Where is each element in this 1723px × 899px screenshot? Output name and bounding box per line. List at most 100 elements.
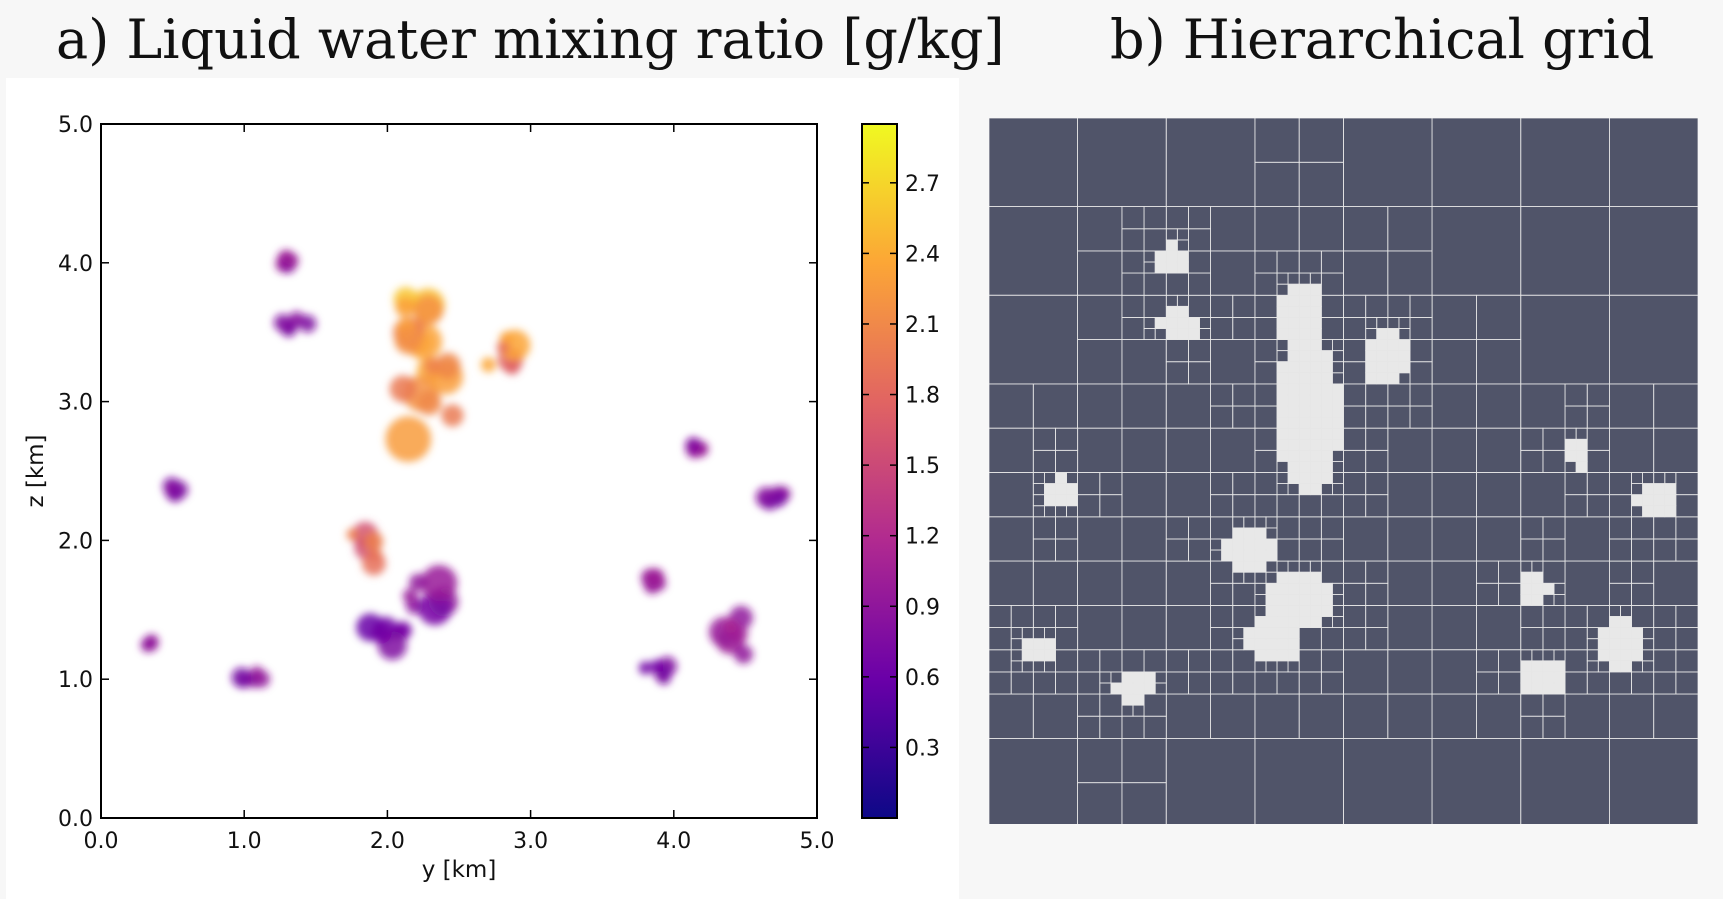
grid-cell [1320,394,1333,407]
grid-cell [1032,649,1045,662]
grid-cell [1642,483,1655,496]
grid-cell [1165,316,1178,329]
grid-cell [1298,283,1311,296]
grid-cell [1309,571,1322,584]
grid-cell [1243,560,1256,573]
y-tick-label: 0.0 [58,807,93,832]
grid-cell [1298,328,1311,341]
grid-cell [1154,261,1167,274]
y-axis-label: z [km] [23,434,49,507]
grid-cell [1575,460,1588,473]
grid-cell [1021,638,1034,651]
grid-cell [1609,649,1621,662]
grid-cell [1232,527,1245,540]
grid-cell [1265,549,1278,562]
grid-cell [1121,682,1134,695]
grid-cell [1298,483,1311,496]
grid-cell [1620,638,1633,651]
grid-cell [1542,660,1555,673]
cloud-blob [480,357,496,373]
grid-cell [1132,671,1145,684]
grid-cell [1066,494,1079,507]
grid-cell [1044,483,1056,496]
grid-cell [1298,472,1311,485]
grid-cell [1298,372,1311,385]
grid-cell [1609,738,1698,824]
grid-cell [1132,682,1145,695]
cloud-blob [231,667,252,688]
hierarchical-grid [989,118,1698,824]
grid-cell [1265,616,1278,629]
grid-cell [1531,571,1544,584]
grid-cell [1276,372,1289,385]
grid-cell [1387,372,1400,385]
grid-cell [1597,649,1610,662]
grid-cell [1309,294,1322,307]
y-tick-label: 1.0 [58,668,93,693]
grid-cell [1287,372,1300,385]
grid-cell [1298,449,1311,462]
grid-cell [1542,582,1555,595]
grid-cell [1287,438,1300,451]
grid-cell [1165,261,1178,274]
grid-cell [1044,638,1056,651]
grid-cell [1309,449,1322,462]
grid-cell [1188,316,1200,329]
colorbar-tick-label: 1.5 [905,454,940,479]
grid-cell [1254,638,1267,651]
grid-cell [1276,383,1289,396]
grid-cell [1531,582,1544,595]
grid-cell [1320,372,1333,385]
cloud-blob [346,528,359,541]
grid-cell [1265,638,1278,651]
grid-cell [1365,372,1378,385]
grid-cell [1553,660,1566,673]
panel-b-title: b) Hierarchical grid [1110,8,1655,71]
grid-cell [1287,627,1300,640]
grid-cell [1332,383,1344,396]
grid-cell [1287,361,1300,374]
grid-cell [1276,361,1289,374]
grid-cell [1143,671,1156,684]
grid-cell [1243,549,1256,562]
grid-cell [1110,682,1123,695]
grid-cell [1287,328,1300,341]
grid-cell [1055,472,1068,485]
grid-cell [1176,261,1189,274]
colorbar-tick-label: 0.3 [905,736,940,761]
x-tick-label: 0.0 [84,829,119,854]
grid-cell [1287,638,1300,651]
grid-cell [1165,239,1178,252]
grid-cell [1276,438,1289,451]
x-axis-label: y [km] [422,857,497,883]
grid-cell [1309,438,1322,451]
grid-cell [1320,582,1333,595]
grid-cell [1276,649,1289,662]
grid-cell [1520,594,1533,606]
cloud-blob [435,352,461,378]
grid-cell [1376,328,1389,341]
grid-cell [1520,571,1533,584]
grid-cell [1298,438,1311,451]
cloud-blob [656,670,671,685]
grid-cell [1276,594,1289,606]
cloud-blob [389,375,417,403]
grid-cell [1520,660,1533,673]
grid-cell [1265,605,1278,617]
grid-cell [1664,494,1677,507]
grid-cell [1021,649,1034,662]
grid-cell [1298,460,1311,473]
grid-cell [1531,660,1544,673]
grid-cell [1188,328,1200,341]
grid-cell [1044,494,1056,507]
grid-cell [1320,449,1333,462]
grid-cell [1298,427,1311,440]
grid-cell [1287,405,1300,418]
grid-cell [1365,361,1378,374]
grid-cell [1398,339,1411,352]
grid-cell [1520,671,1533,684]
grid-cell [1287,305,1300,318]
grid-cell [1276,605,1289,617]
grid-cell [1332,438,1344,451]
grid-cell [1653,483,1666,496]
